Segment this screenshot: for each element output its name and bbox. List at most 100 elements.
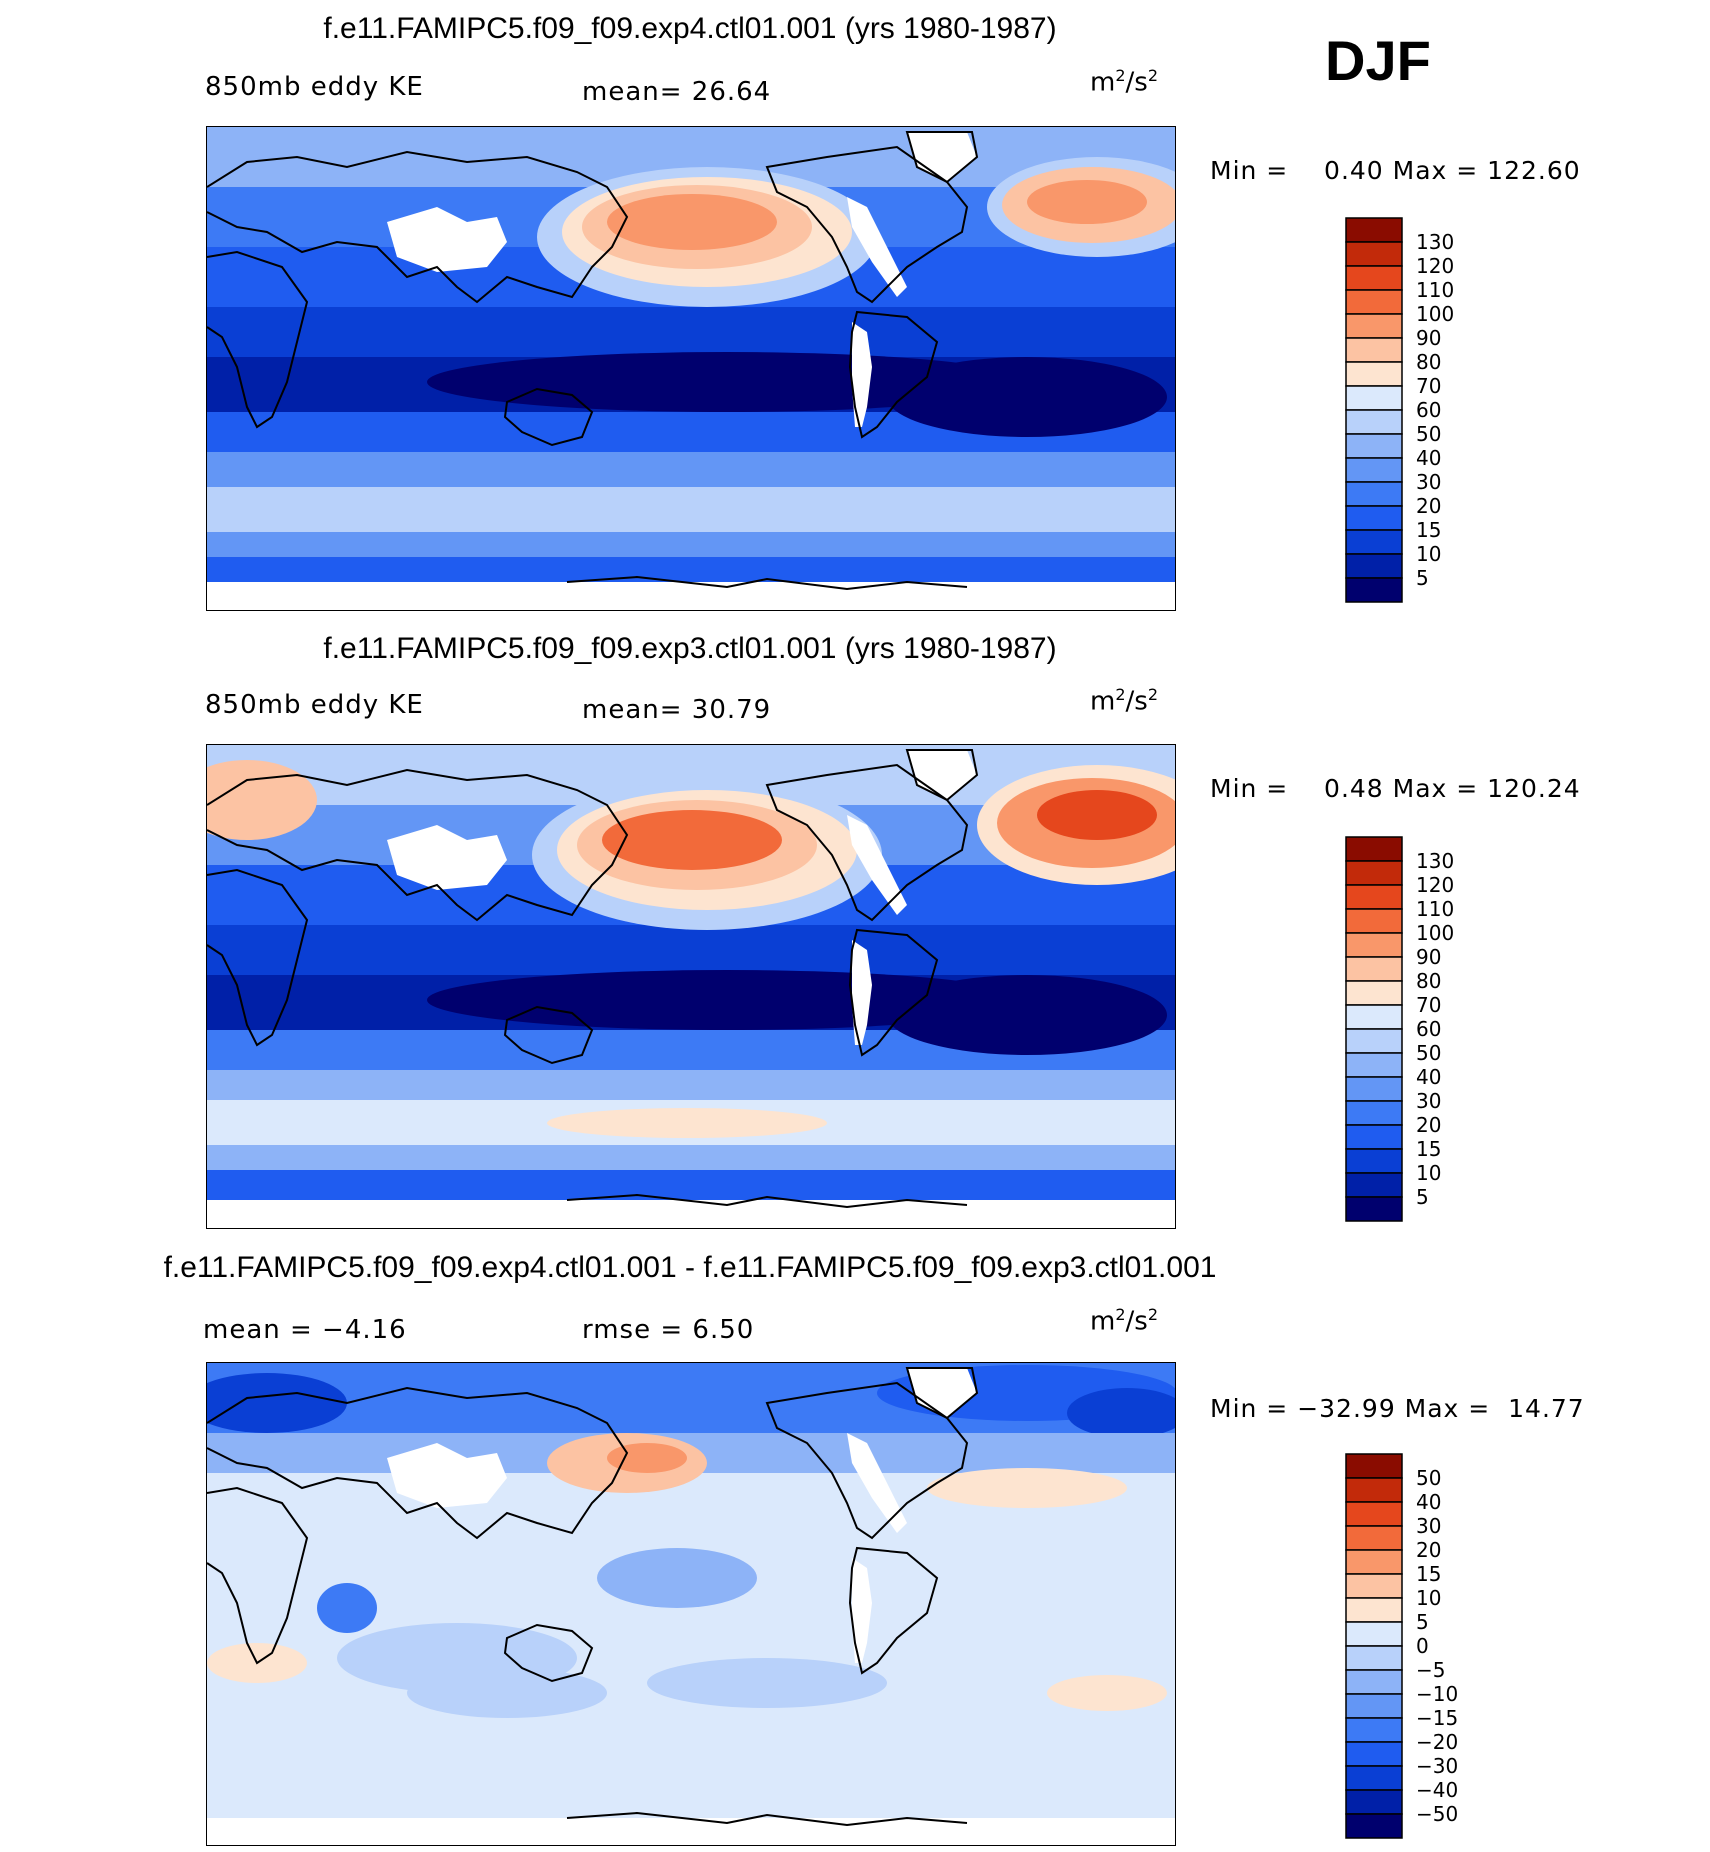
colorbar-tick-label: 40 <box>1416 1490 1441 1514</box>
field-east-pacific-minimum <box>887 357 1167 437</box>
colorbar-segment <box>1345 1004 1403 1030</box>
colorbar-tick-label: 100 <box>1416 302 1454 326</box>
colorbar-segment <box>1345 1669 1403 1695</box>
panel2-title: f.e11.FAMIPC5.f09_f09.exp3.ctl01.001 (yr… <box>323 632 1057 665</box>
colorbar-segment <box>1345 337 1403 363</box>
coastlines <box>207 131 979 591</box>
field-antarctica <box>207 582 1175 610</box>
panel2-field <box>207 745 1175 1228</box>
panel1-map <box>206 126 1176 611</box>
panel2-colorbar: 130 120 110 100 90 80 70 60 50 40 30 20 15 10 5 <box>1345 836 1486 1228</box>
colorbar-segment <box>1345 1196 1403 1222</box>
colorbar-segment <box>1345 1549 1403 1575</box>
coast-south-america <box>848 310 939 439</box>
field-band-storm-track <box>207 487 1175 532</box>
panel1-variable-label: 850mb eddy KE <box>205 72 424 102</box>
field-masked-greenland <box>907 1368 977 1418</box>
field-masked-tibet <box>387 825 507 890</box>
colorbar-tick-label: 30 <box>1416 470 1441 494</box>
field-masked-tibet <box>387 207 507 272</box>
coast-eurasia <box>207 150 629 304</box>
coast-north-america <box>765 1381 969 1540</box>
coast-eurasia <box>207 1386 629 1540</box>
colorbar-tick-label: 5 <box>1416 1185 1429 1209</box>
coast-greenland <box>905 1367 979 1420</box>
field-masked-andes <box>852 940 872 1045</box>
colorbar-segment <box>1345 1076 1403 1102</box>
colorbar-tick-label: 120 <box>1416 873 1454 897</box>
coast-south-america <box>848 1546 939 1675</box>
colorbar-segment <box>1345 908 1403 934</box>
colorbar-segment <box>1345 1028 1403 1054</box>
colorbar-tick-label: 60 <box>1416 1017 1441 1041</box>
colorbar-segment <box>1345 884 1403 910</box>
colorbar-segment <box>1345 1477 1403 1503</box>
panel1-title: f.e11.FAMIPC5.f09_f09.exp4.ctl01.001 (yr… <box>323 12 1057 45</box>
colorbar-segment <box>1345 505 1403 531</box>
colorbar-tick-label: 120 <box>1416 254 1454 278</box>
field-south-difference-b <box>1047 1675 1167 1711</box>
panel1-minmax: Min = 0.40 Max = 122.60 <box>1210 156 1581 185</box>
colorbar-tick-label: 50 <box>1416 1466 1441 1490</box>
coast-north-america <box>765 145 969 304</box>
colorbar-tick-label: 5 <box>1416 1610 1429 1634</box>
coast-australia <box>503 1623 594 1683</box>
coastlines <box>207 749 979 1209</box>
field-atlantic-deficit <box>1067 1388 1175 1438</box>
colorbar-tick-label: 50 <box>1416 1041 1441 1065</box>
field-band-south-mid <box>207 452 1175 487</box>
coastlines <box>207 1367 979 1827</box>
field-pacific-track-core <box>602 810 782 870</box>
colorbar-tick-label: 50 <box>1416 422 1441 446</box>
coast-greenland <box>905 131 979 184</box>
colorbar-segment <box>1345 457 1403 483</box>
colorbar-tick-label: 130 <box>1416 849 1454 873</box>
field-masked-tibet <box>387 1443 507 1508</box>
panel3-field <box>207 1363 1175 1845</box>
colorbar-segment <box>1345 481 1403 507</box>
colorbar-segment <box>1345 1501 1403 1527</box>
panel2-mean-label: mean= 30.79 <box>582 695 772 725</box>
colorbar-segment <box>1345 1124 1403 1150</box>
colorbar-tick-label: 15 <box>1416 518 1441 542</box>
colorbar-segment <box>1345 1789 1403 1815</box>
colorbar-segment <box>1345 980 1403 1006</box>
field-band-south-mid <box>207 1070 1175 1100</box>
colorbar-segment <box>1345 956 1403 982</box>
field-band-tropics-a <box>207 307 1175 357</box>
colorbar-tick-label: 40 <box>1416 1065 1441 1089</box>
colorbar-segment <box>1345 1621 1403 1647</box>
colorbar-tick-label: −50 <box>1416 1802 1458 1826</box>
colorbar-tick-label: 20 <box>1416 494 1441 518</box>
colorbar-segment <box>1345 1052 1403 1078</box>
colorbar-tick-label: 110 <box>1416 897 1454 921</box>
field-atlantic-track-core <box>1037 790 1157 840</box>
colorbar-segment <box>1345 1172 1403 1198</box>
colorbar-tick-label: 90 <box>1416 326 1441 350</box>
field-tropical-anomaly-d <box>407 1668 607 1718</box>
colorbar-segment <box>1345 1765 1403 1791</box>
colorbar-segment <box>1345 1813 1403 1839</box>
colorbar-segment <box>1345 836 1403 862</box>
panel1-colorbar: 130 120 110 100 90 80 70 60 50 40 30 20 15 10 5 <box>1345 217 1486 609</box>
field-europe-maximum <box>207 760 317 840</box>
coast-north-america <box>765 763 969 922</box>
field-masked-greenland <box>907 750 977 800</box>
panel3-colorbar: 50 40 30 20 15 10 5 0 −5 −10 −15 −20 −30 −40 −50 <box>1345 1453 1486 1845</box>
panel3-map <box>206 1362 1176 1846</box>
coast-australia <box>503 387 594 447</box>
field-band-polar <box>207 557 1175 582</box>
colorbar-tick-label: 20 <box>1416 1113 1441 1137</box>
coast-africa <box>207 250 309 429</box>
colorbar-tick-label: 110 <box>1416 278 1454 302</box>
colorbar-tick-label: −5 <box>1416 1658 1445 1682</box>
panel3-title: f.e11.FAMIPC5.f09_f09.exp4.ctl01.001 - f… <box>163 1251 1217 1284</box>
field-tropical-anomaly-a <box>597 1548 757 1608</box>
colorbar-segment <box>1345 1573 1403 1599</box>
colorbar-tick-label: 0 <box>1416 1634 1429 1658</box>
field-pacific-track-core <box>607 194 777 250</box>
field-tropical-anomaly-b <box>317 1583 377 1633</box>
coast-antarctica <box>566 1811 968 1827</box>
colorbar-segment <box>1345 409 1403 435</box>
colorbar-tick-label: −10 <box>1416 1682 1458 1706</box>
